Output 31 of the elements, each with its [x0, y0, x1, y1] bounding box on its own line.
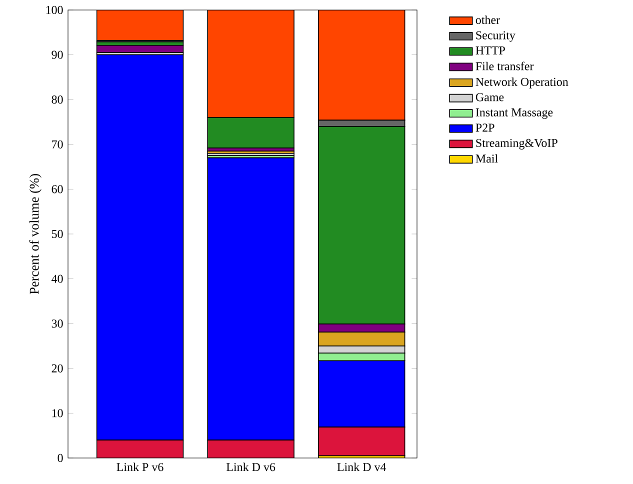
legend-label: Streaming&VoIP: [476, 138, 558, 150]
y-tick-label: 100: [46, 6, 63, 14]
bar: [96, 440, 184, 458]
y-tick-label: 10: [52, 409, 63, 418]
legend-label: File transfer: [476, 62, 534, 70]
legend-label: HTTP: [476, 46, 505, 54]
legend-label: other: [476, 16, 500, 24]
legend-label: Mail: [476, 154, 498, 163]
bar: [318, 10, 406, 121]
x-tick-label: Link D v4: [337, 462, 386, 472]
bar: [207, 10, 294, 118]
x-tick-label: Link D v6: [226, 462, 276, 472]
y-tick-label: 60: [52, 185, 63, 194]
legend-label: Instant Massage: [476, 108, 553, 119]
legend-label: P2P: [476, 124, 494, 132]
y-tick-label: 50: [52, 230, 63, 238]
y-tick-label: 40: [52, 274, 63, 283]
y-axis-title: Percent of volume (%): [29, 174, 42, 294]
legend-label: Game: [476, 93, 504, 102]
legend-label: Security: [476, 31, 516, 42]
y-tick-label: 70: [52, 140, 63, 148]
x-tick-label: Link P v6: [116, 462, 164, 472]
y-tick-label: 0: [58, 454, 63, 462]
bar: [208, 440, 294, 458]
y-tick-label: 20: [52, 364, 63, 372]
y-tick-label: 80: [52, 96, 63, 104]
y-tick-label: 30: [52, 320, 63, 328]
bar: [96, 10, 184, 41]
legend-label: Network Operation: [476, 78, 568, 88]
bar: [318, 426, 406, 456]
y-tick-label: 90: [52, 50, 63, 59]
